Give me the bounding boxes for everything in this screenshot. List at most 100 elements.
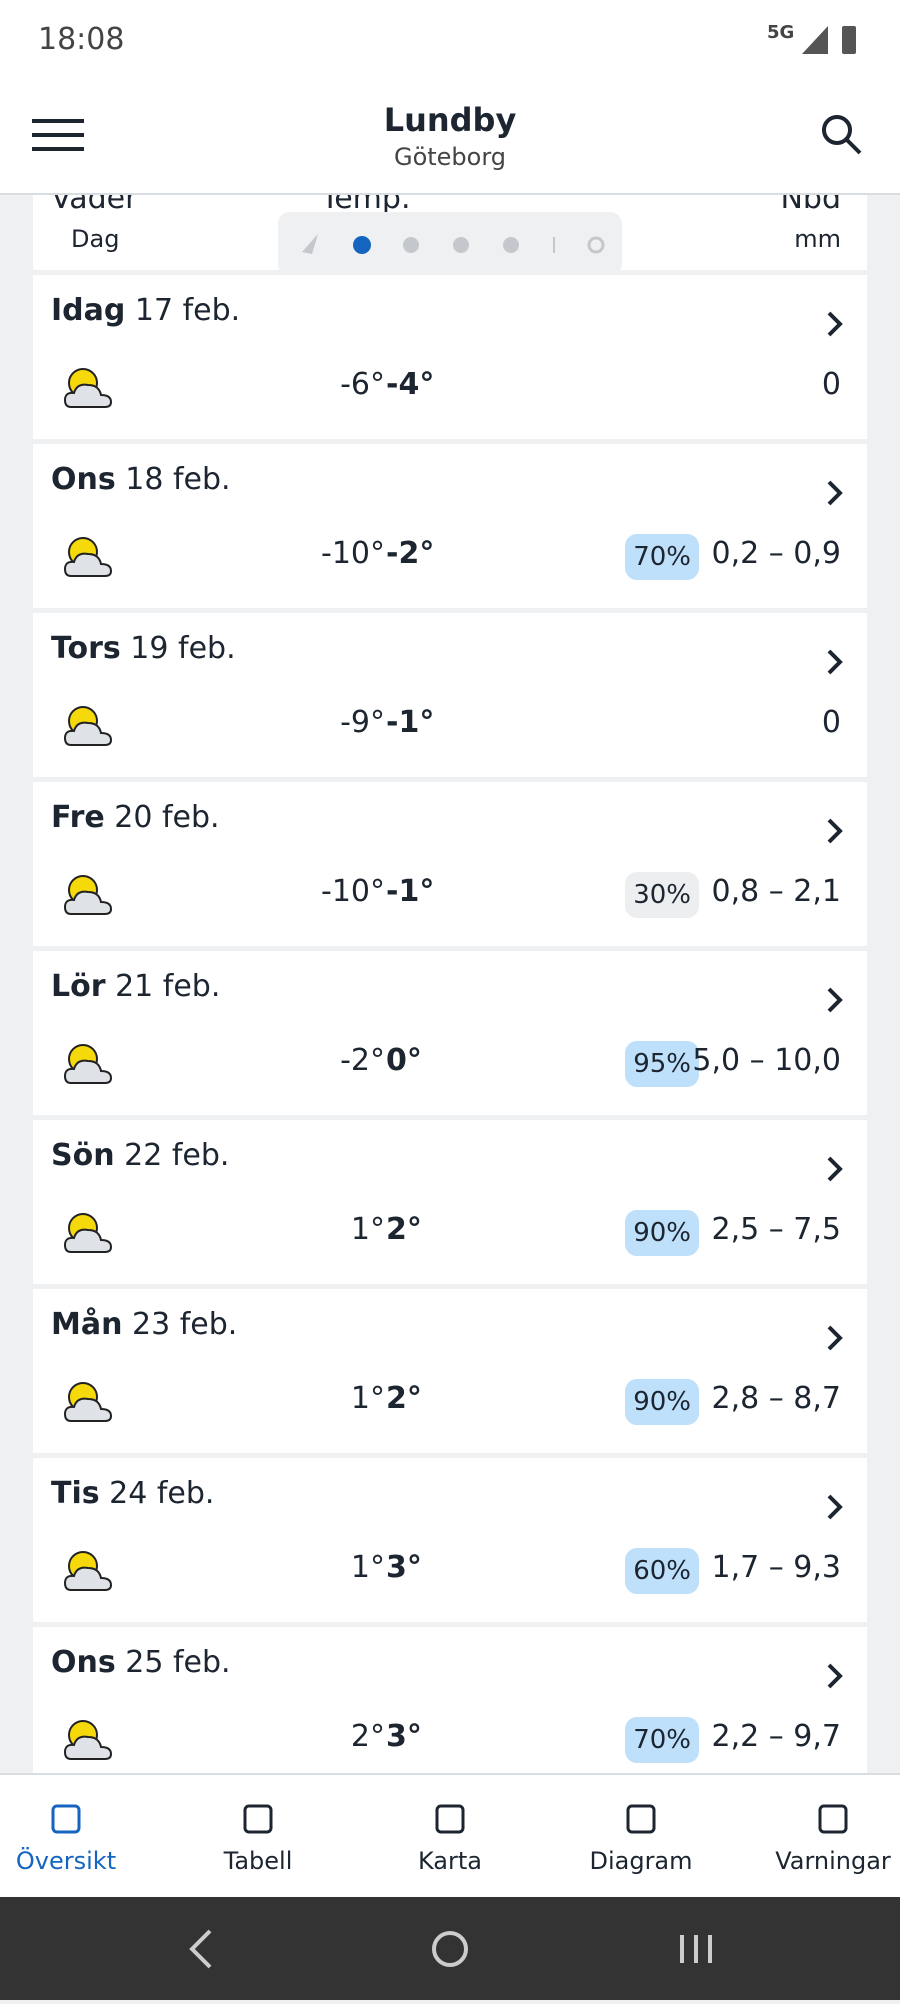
precip-probability: 90% — [625, 1210, 699, 1256]
chevron — [825, 309, 845, 343]
nav-item[interactable]: Tabell — [168, 1775, 348, 1899]
weather-icon — [55, 862, 119, 936]
day-label: Idag 17 feb. — [51, 293, 240, 328]
temp-high: -2° — [386, 536, 435, 571]
status-bar: 18:08 5G — [0, 0, 900, 77]
weather-icon — [55, 1538, 119, 1612]
date: 22 feb. — [124, 1138, 230, 1173]
temp-low: -6° — [340, 367, 385, 402]
temp-low: 2° — [350, 1719, 385, 1754]
temp-high: 3° — [386, 1719, 422, 1754]
network: 5G — [767, 22, 795, 43]
chevron — [825, 478, 845, 512]
col-temp: Temp. — [321, 195, 411, 216]
precip-amount: 0,8 – 2,1 — [711, 874, 842, 909]
nav-label: Översikt — [15, 1847, 117, 1875]
search-button[interactable] — [820, 113, 864, 157]
temp-low: -10° — [321, 874, 385, 909]
temp-high: 0° — [386, 1043, 422, 1078]
nav-item[interactable]: Karta — [360, 1775, 540, 1899]
nav-label: Varningar — [775, 1847, 891, 1875]
temp-low: 1° — [350, 1550, 385, 1585]
temp-low: 1° — [350, 1381, 385, 1416]
day-name: Sön — [51, 1138, 115, 1173]
forecast-row[interactable]: Tis 24 feb. 1° 3° 60% 1,7 – 9,3 — [33, 1458, 867, 1622]
forecast-row[interactable]: Fre 20 feb. -10° -1° 30% 0,8 – 2,1 — [33, 782, 867, 946]
col-unit: mm — [794, 225, 841, 253]
chevron — [825, 1323, 845, 1357]
weather-icon — [55, 693, 119, 767]
day-label: Ons 18 feb. — [51, 462, 231, 497]
date: 18 feb. — [125, 462, 231, 497]
temp-high: 2° — [386, 1212, 422, 1247]
weather-icon — [55, 1031, 119, 1105]
day-label: Tis 24 feb. — [51, 1476, 214, 1511]
chevron — [825, 1154, 845, 1188]
temp-high: -1° — [386, 874, 435, 909]
precip-probability: 70% — [625, 1717, 699, 1763]
precip-amount: 0 — [821, 705, 841, 740]
precip-amount: 5,0 – 10,0 — [692, 1043, 841, 1078]
system-buttons — [189, 1929, 712, 1969]
precip-probability: 95% — [625, 1041, 699, 1087]
forecast-row[interactable]: Sön 22 feb. 1° 2° 90% 2,5 – 7,5 — [33, 1120, 867, 1284]
temp-high: 3° — [386, 1550, 422, 1585]
date: 17 feb. — [134, 293, 241, 328]
temp-low: -10° — [321, 536, 385, 571]
forecast-row[interactable]: Tors 19 feb. -9° -1° 0 — [33, 613, 867, 777]
precip-amount: 1,7 – 9,3 — [711, 1550, 842, 1585]
col-weather: Väder — [51, 195, 138, 216]
weather-icon — [55, 1707, 119, 1781]
nav-icon — [242, 1803, 274, 1839]
bottom-nav: Översikt Tabell Karta Diagram Varningar — [0, 1773, 900, 1899]
weather-icon — [55, 355, 119, 429]
date: 24 feb. — [109, 1476, 215, 1511]
precip-probability: 30% — [625, 872, 699, 918]
precip-amount: 2,2 – 9,7 — [711, 1719, 842, 1754]
precip-amount: 0 — [821, 367, 841, 402]
temp-low: -2° — [340, 1043, 385, 1078]
date: 23 feb. — [132, 1307, 238, 1342]
day-name: Tis — [51, 1476, 100, 1511]
system-nav — [0, 1897, 900, 2000]
day-name: Ons — [51, 462, 116, 497]
page-indicator[interactable] — [278, 212, 622, 276]
temp-low: -9° — [340, 705, 385, 740]
nav-item[interactable]: Översikt — [0, 1775, 156, 1899]
forecast-row[interactable]: Idag 17 feb. -6° -4° 0 — [33, 275, 867, 439]
nav-label: Tabell — [223, 1847, 293, 1875]
weather-icon — [55, 1200, 119, 1274]
nav-icon — [434, 1803, 466, 1839]
location-subtitle: Göteborg — [393, 143, 507, 171]
nav-icon — [625, 1803, 657, 1839]
col-day: Dag — [71, 225, 120, 253]
status-icons — [802, 26, 856, 54]
chevron — [825, 647, 845, 681]
precip-probability: 90% — [625, 1379, 699, 1425]
weather-icon — [55, 524, 119, 598]
app-bar: Lundby Göteborg — [0, 77, 900, 195]
forecast-row[interactable]: Ons 25 feb. 2° 3° 70% 2,2 – 9,7 — [33, 1627, 867, 1791]
nav-item[interactable]: Varningar — [743, 1775, 900, 1899]
menu-button[interactable] — [32, 117, 84, 153]
day-name: Mån — [51, 1307, 123, 1342]
chevron — [825, 1661, 845, 1695]
day-name: Tors — [51, 631, 121, 666]
forecast-row[interactable]: Ons 18 feb. -10° -2° 70% 0,2 – 0,9 — [33, 444, 867, 608]
nav-icon — [50, 1803, 82, 1839]
chevron — [825, 1492, 845, 1526]
forecast-row[interactable]: Mån 23 feb. 1° 2° 90% 2,8 – 8,7 — [33, 1289, 867, 1453]
nav-item[interactable]: Diagram — [551, 1775, 731, 1899]
forecast-row[interactable]: Lör 21 feb. -2° 0° 95% 5,0 – 10,0 — [33, 951, 867, 1115]
precip-amount: 2,5 – 7,5 — [711, 1212, 842, 1247]
precip-probability: 70% — [625, 534, 699, 580]
nav-label: Karta — [417, 1847, 483, 1875]
day-name: Idag — [51, 293, 126, 328]
temp-high: -4° — [386, 367, 435, 402]
date: 21 feb. — [115, 969, 221, 1004]
nav-icon — [817, 1803, 849, 1839]
clock: 18:08 — [38, 22, 125, 57]
day-label: Ons 25 feb. — [51, 1645, 231, 1680]
temp-high: -1° — [386, 705, 435, 740]
